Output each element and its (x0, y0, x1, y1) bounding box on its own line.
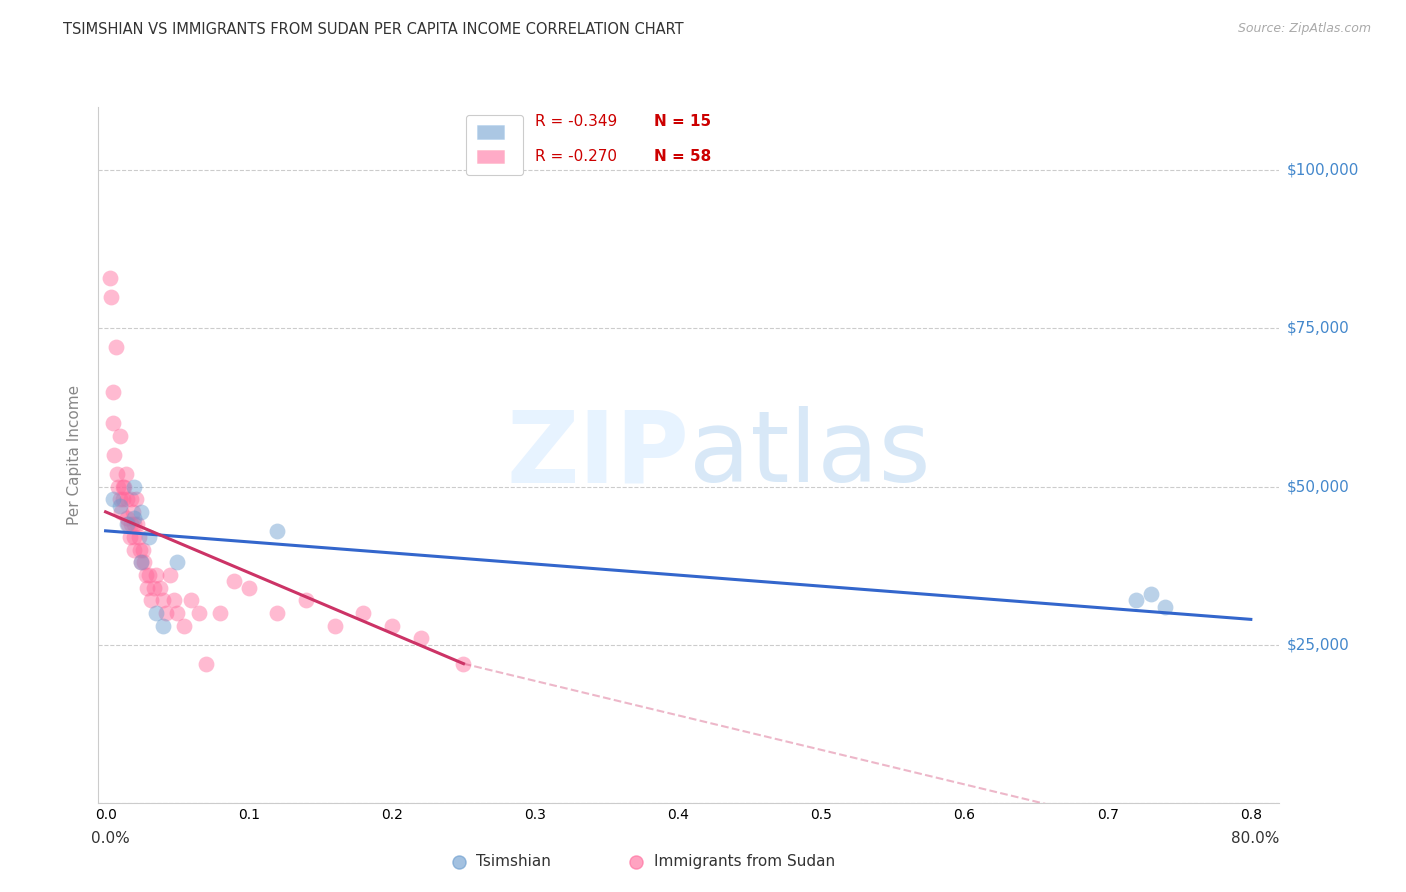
Point (115, 511, 138, 525)
Point (118, 530, 141, 544)
Point (1154, 599, 1177, 614)
Text: atlas: atlas (689, 407, 931, 503)
Point (125, 517, 148, 532)
Point (129, 542, 152, 557)
Text: N = 58: N = 58 (654, 149, 711, 164)
Text: 80.0%: 80.0% (1232, 830, 1279, 846)
Point (115, 517, 138, 532)
Point (136, 581, 159, 595)
Point (180, 593, 202, 607)
Point (409, 632, 432, 646)
Point (323, 618, 346, 632)
Text: R = -0.349: R = -0.349 (536, 114, 617, 129)
Text: $25,000: $25,000 (1286, 637, 1350, 652)
Point (100, 290, 122, 304)
Text: TSIMSHIAN VS IMMIGRANTS FROM SUDAN PER CAPITA INCOME CORRELATION CHART: TSIMSHIAN VS IMMIGRANTS FROM SUDAN PER C… (63, 22, 683, 37)
Point (122, 479, 145, 493)
Text: R = -0.270: R = -0.270 (536, 149, 617, 164)
Point (152, 618, 174, 632)
Point (166, 606, 188, 620)
Point (138, 568, 160, 582)
Point (110, 505, 132, 519)
Text: Tsimshian: Tsimshian (477, 855, 551, 870)
Point (122, 517, 145, 532)
Point (107, 479, 129, 493)
Point (122, 511, 145, 525)
Point (531, 796, 554, 810)
Point (120, 492, 142, 507)
Point (108, 429, 131, 443)
Point (166, 556, 188, 570)
Point (745, 796, 768, 810)
Point (135, 568, 157, 582)
Text: Immigrants from Sudan: Immigrants from Sudan (654, 855, 835, 870)
Point (111, 479, 134, 493)
Point (128, 530, 150, 544)
Point (132, 542, 155, 557)
Point (111, 492, 134, 507)
Point (104, 340, 127, 354)
Point (295, 593, 318, 607)
Point (117, 517, 139, 532)
Text: 0.0%: 0.0% (91, 830, 129, 846)
Point (266, 524, 288, 538)
Point (352, 606, 374, 620)
Point (112, 479, 135, 493)
Point (1139, 587, 1161, 601)
Point (120, 517, 142, 532)
Point (145, 606, 167, 620)
Point (173, 618, 195, 632)
Point (131, 556, 153, 570)
Y-axis label: Per Capita Income: Per Capita Income (67, 384, 83, 525)
Point (103, 448, 125, 462)
Point (163, 593, 186, 607)
Point (194, 657, 217, 671)
Point (138, 530, 160, 544)
Point (108, 499, 131, 513)
Point (134, 556, 156, 570)
Point (143, 581, 166, 595)
Point (105, 467, 128, 481)
Point (115, 492, 138, 507)
Text: N = 15: N = 15 (654, 114, 710, 129)
Point (131, 505, 153, 519)
Point (149, 581, 172, 595)
Point (141, 593, 163, 607)
Point (145, 568, 167, 582)
Point (98, 270, 121, 285)
Point (187, 606, 209, 620)
Text: ZIP: ZIP (506, 407, 689, 503)
Text: Source: ZipAtlas.com: Source: ZipAtlas.com (1237, 22, 1371, 36)
Point (266, 606, 288, 620)
Point (101, 417, 124, 431)
Point (124, 492, 146, 507)
Point (122, 530, 145, 544)
Point (155, 606, 177, 620)
Text: $50,000: $50,000 (1286, 479, 1350, 494)
Point (238, 581, 260, 595)
Point (159, 568, 181, 582)
Text: $75,000: $75,000 (1286, 321, 1350, 336)
Point (131, 556, 153, 570)
Point (114, 467, 136, 481)
Point (122, 542, 145, 557)
Text: $100,000: $100,000 (1286, 163, 1358, 178)
Point (453, 657, 475, 671)
Point (152, 593, 174, 607)
Point (101, 384, 124, 399)
Point (381, 618, 404, 632)
Point (108, 492, 131, 507)
Point (224, 574, 246, 589)
Point (1125, 593, 1147, 607)
Point (121, 505, 143, 519)
Point (209, 606, 232, 620)
Point (101, 492, 124, 507)
Legend: , : , (467, 115, 523, 176)
